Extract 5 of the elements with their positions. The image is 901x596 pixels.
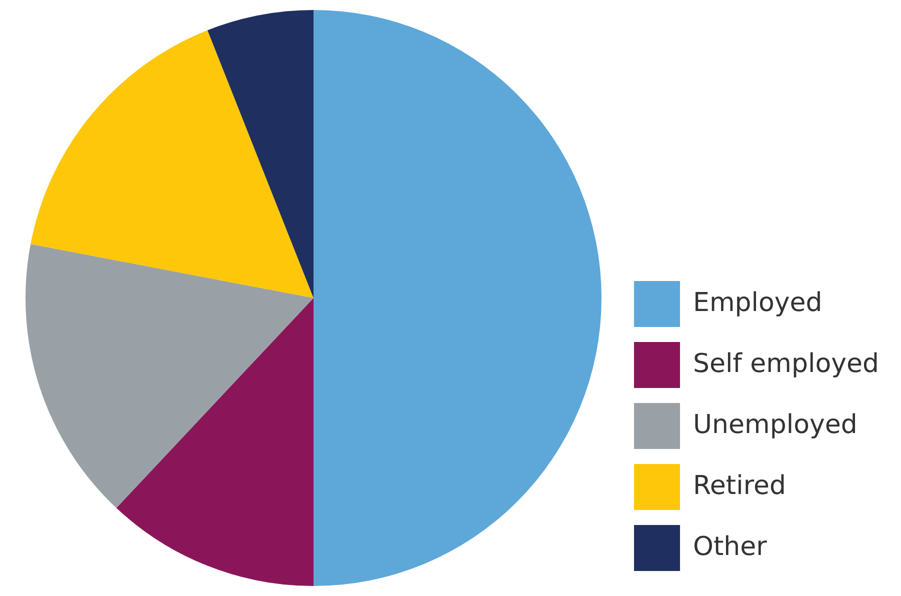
legend-label: Other: [693, 532, 768, 562]
legend-label: Self employed: [693, 348, 880, 379]
legend-label: Unemployed: [693, 410, 858, 440]
legend-label: Employed: [693, 288, 822, 318]
legend-label: Retired: [693, 470, 786, 501]
